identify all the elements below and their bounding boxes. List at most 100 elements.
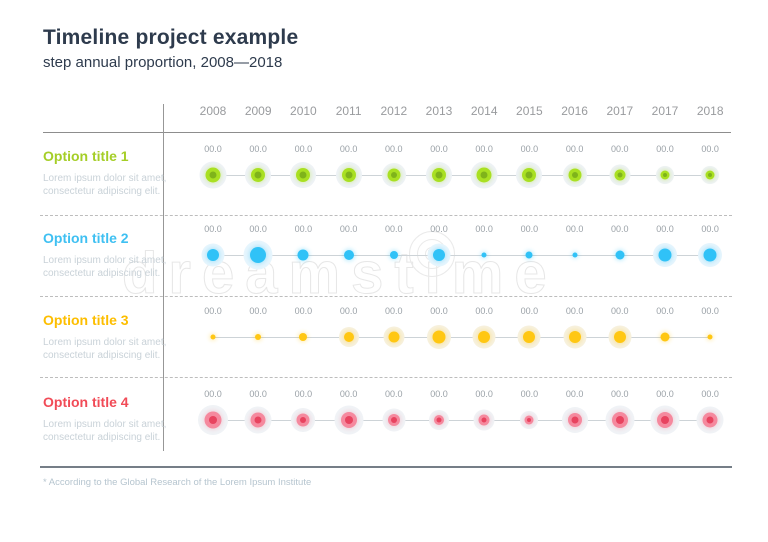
point-value-label: 00.0 bbox=[565, 144, 584, 154]
point-value-label: 00.0 bbox=[565, 389, 584, 399]
point-value-label: 00.0 bbox=[611, 306, 629, 316]
data-point-dot bbox=[389, 251, 398, 259]
row-title-option-1: Option title 1 bbox=[43, 148, 129, 164]
point-value-label: 00.0 bbox=[385, 224, 403, 234]
data-point-center bbox=[344, 416, 353, 424]
point-value-label: 00.0 bbox=[475, 224, 493, 234]
data-point-center bbox=[299, 171, 307, 179]
point-value-label: 00.0 bbox=[475, 144, 493, 154]
row-separator bbox=[40, 377, 732, 378]
year-label: 2017 bbox=[651, 104, 679, 118]
point-value-label: 00.0 bbox=[611, 144, 629, 154]
point-value-label: 00.0 bbox=[701, 306, 719, 316]
data-point-center bbox=[480, 171, 488, 179]
data-point-center bbox=[706, 416, 714, 424]
data-point-dot bbox=[388, 331, 400, 343]
point-value-label: 00.0 bbox=[656, 144, 674, 154]
data-point-dot bbox=[433, 249, 445, 261]
data-point-center bbox=[481, 417, 487, 423]
point-value-label: 00.0 bbox=[565, 306, 584, 316]
year-label: 2017 bbox=[606, 104, 634, 118]
point-value-label: 00.0 bbox=[385, 144, 403, 154]
point-value-label: 00.0 bbox=[339, 144, 358, 154]
data-point-dot bbox=[255, 334, 262, 340]
year-label: 2012 bbox=[380, 104, 408, 118]
point-value-label: 00.0 bbox=[430, 306, 448, 316]
data-point-dot bbox=[660, 332, 670, 342]
point-value-label: 00.0 bbox=[204, 224, 222, 234]
point-value-label: 00.0 bbox=[656, 389, 674, 399]
point-value-label: 00.0 bbox=[656, 224, 674, 234]
data-point-center bbox=[525, 171, 533, 179]
row-separator bbox=[40, 296, 732, 297]
data-point-dot bbox=[210, 334, 216, 340]
row-label-option-2: Option title 2 Lorem ipsum dolor sit ame… bbox=[43, 230, 178, 280]
year-axis: 2008 2009 2010 2011 2012 2013 2014 2015 2016 2017… bbox=[0, 104, 768, 120]
year-label: 2011 bbox=[335, 104, 362, 118]
data-point-center bbox=[209, 416, 217, 424]
row-label-option-1: Option title 1 Lorem ipsum dolor sit ame… bbox=[43, 148, 178, 198]
row-description-option-2: Lorem ipsum dolor sit amet, consectetur … bbox=[43, 255, 167, 279]
point-value-label: 00.0 bbox=[204, 389, 222, 399]
year-label: 2014 bbox=[470, 104, 498, 118]
data-point-dot bbox=[613, 331, 626, 343]
data-point-dot bbox=[207, 249, 219, 261]
point-value-label: 00.0 bbox=[430, 389, 448, 399]
data-point-center bbox=[527, 418, 532, 422]
year-label: 2015 bbox=[516, 104, 543, 118]
data-point-center bbox=[571, 172, 578, 178]
point-value-label: 00.0 bbox=[294, 389, 313, 399]
point-value-label: 00.0 bbox=[249, 144, 267, 154]
year-label: 2013 bbox=[425, 104, 453, 118]
point-value-label: 00.0 bbox=[249, 389, 267, 399]
point-value-label: 00.0 bbox=[565, 224, 584, 234]
point-value-label: 00.0 bbox=[656, 306, 674, 316]
year-label: 2018 bbox=[696, 104, 724, 118]
data-point-dot bbox=[615, 250, 625, 260]
row-title-option-4: Option title 4 bbox=[43, 394, 129, 410]
footer-divider-line bbox=[40, 466, 732, 468]
point-value-label: 00.0 bbox=[520, 224, 539, 234]
row-title-option-2: Option title 2 bbox=[43, 230, 129, 246]
data-point-dot bbox=[343, 250, 354, 260]
year-label: 2009 bbox=[244, 104, 272, 118]
data-point-center bbox=[300, 417, 307, 423]
point-value-label: 00.0 bbox=[430, 144, 448, 154]
row-separator bbox=[40, 215, 732, 216]
connector-line bbox=[213, 420, 710, 421]
data-point-dot bbox=[658, 248, 672, 262]
point-value-label: 00.0 bbox=[520, 306, 539, 316]
data-point-dot bbox=[343, 332, 354, 342]
point-value-label: 00.0 bbox=[294, 144, 313, 154]
page-subtitle: step annual proportion, 2008—2018 bbox=[43, 54, 283, 71]
data-point-center bbox=[663, 173, 667, 177]
data-point-dot bbox=[525, 251, 533, 259]
point-value-label: 00.0 bbox=[385, 306, 403, 316]
data-point-dot bbox=[250, 247, 267, 263]
point-value-label: 00.0 bbox=[249, 306, 267, 316]
data-point-dot bbox=[703, 248, 717, 262]
data-point-center bbox=[345, 171, 353, 179]
vertical-axis-line bbox=[163, 104, 164, 451]
data-point-dot bbox=[478, 331, 491, 343]
data-point-center bbox=[708, 173, 713, 177]
point-value-label: 00.0 bbox=[339, 306, 358, 316]
point-value-label: 00.0 bbox=[701, 389, 719, 399]
data-point-center bbox=[615, 416, 624, 424]
point-value-label: 00.0 bbox=[294, 224, 313, 234]
point-value-label: 00.0 bbox=[475, 306, 493, 316]
point-value-label: 00.0 bbox=[475, 389, 493, 399]
row-description-option-3: Lorem ipsum dolor sit amet, consectetur … bbox=[43, 337, 167, 361]
data-point-dot bbox=[299, 333, 308, 341]
point-value-label: 00.0 bbox=[339, 224, 358, 234]
point-value-label: 00.0 bbox=[701, 144, 719, 154]
data-point-center bbox=[209, 171, 217, 179]
data-point-center bbox=[661, 416, 669, 424]
row-description-option-4: Lorem ipsum dolor sit amet, consectetur … bbox=[43, 419, 167, 443]
year-label: 2010 bbox=[290, 104, 317, 118]
data-point-center bbox=[617, 172, 623, 178]
row-description-option-1: Lorem ipsum dolor sit amet, consectetur … bbox=[43, 173, 167, 197]
point-value-label: 00.0 bbox=[385, 389, 403, 399]
connector-line bbox=[213, 175, 710, 176]
connector-line bbox=[213, 255, 710, 256]
